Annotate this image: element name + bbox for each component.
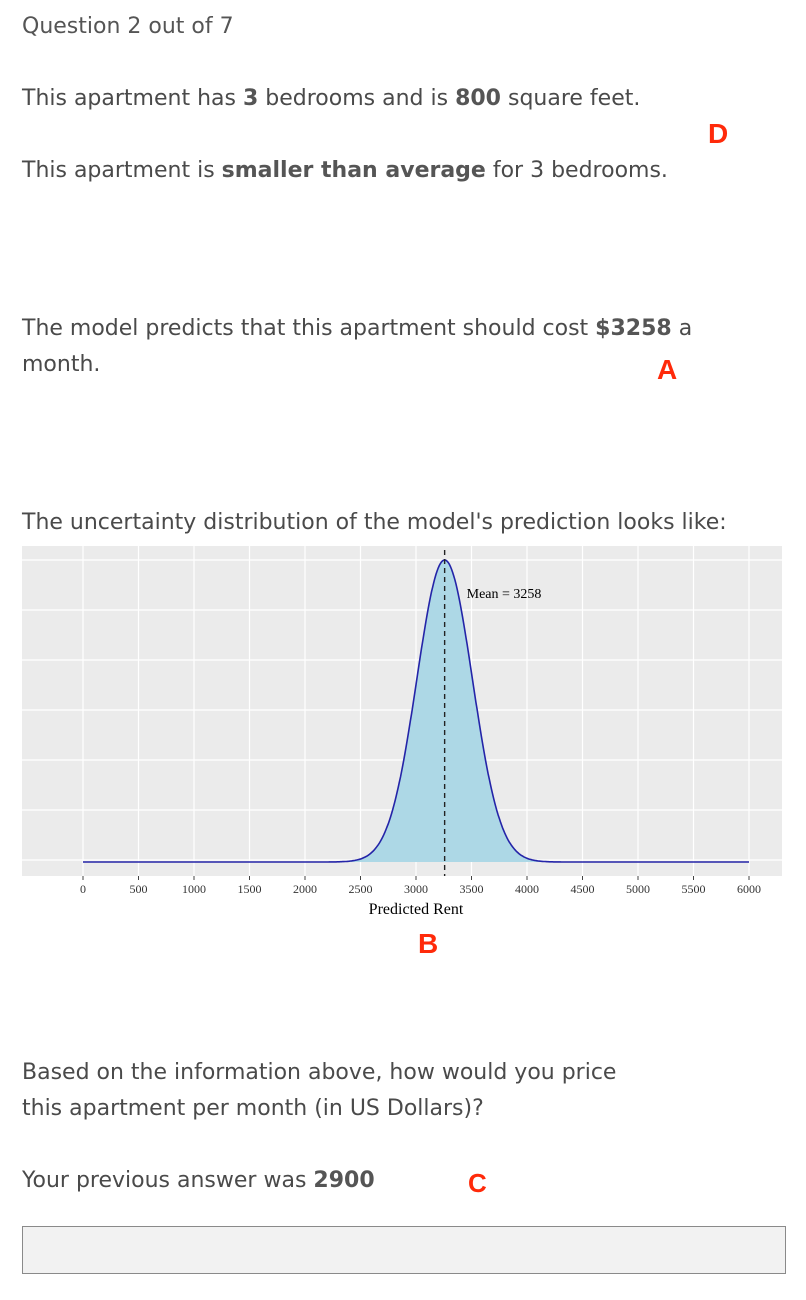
marker-b: B xyxy=(418,928,439,959)
marker-c: C xyxy=(468,1168,487,1198)
question-counter: Question 2 out of 7 xyxy=(22,14,234,39)
x-tick-label: 1000 xyxy=(182,882,206,896)
x-tick-label: 5000 xyxy=(626,882,650,896)
x-tick-label: 3500 xyxy=(460,882,484,896)
density-plot: Mean = 3258 0 500 1000 1500 2000 2500 3000 3500… xyxy=(22,546,782,918)
x-tick-label: 5500 xyxy=(682,882,706,896)
x-tick-label: 4500 xyxy=(571,882,595,896)
sqft-value: 800 xyxy=(455,86,501,111)
x-tick-label: 0 xyxy=(80,882,86,896)
x-tick-label: 1500 xyxy=(238,882,262,896)
x-tick-label: 4000 xyxy=(515,882,539,896)
apartment-description: This apartment has 3 bedrooms and is 800… xyxy=(22,86,641,111)
previous-answer-value: 2900 xyxy=(313,1168,375,1193)
x-axis-label: Predicted Rent xyxy=(369,901,464,918)
marker-a: A xyxy=(657,354,678,385)
x-tick-label: 6000 xyxy=(737,882,761,896)
x-tick-label: 500 xyxy=(130,882,148,896)
mean-label: Mean = 3258 xyxy=(467,587,542,602)
prompt-line-1: Based on the information above, how woul… xyxy=(22,1060,617,1085)
marker-d: D xyxy=(708,118,729,149)
answer-field[interactable] xyxy=(22,1226,786,1274)
density-curve xyxy=(83,559,749,863)
bedrooms-value: 3 xyxy=(242,86,259,111)
uncertainty-intro: The uncertainty distribution of the mode… xyxy=(22,510,727,535)
size-compare-value: smaller than average xyxy=(221,158,486,183)
previous-answer: Your previous answer was 2900 xyxy=(22,1168,375,1193)
x-tick-label: 3000 xyxy=(404,882,428,896)
answer-input[interactable] xyxy=(23,1227,785,1273)
uncertainty-chart: Mean = 3258 0 500 1000 1500 2000 2500 3000 3500… xyxy=(22,546,782,926)
x-tick-label: 2500 xyxy=(349,882,373,896)
prediction-value: $3258 xyxy=(595,316,672,341)
x-tick-label: 2000 xyxy=(293,882,317,896)
density-area xyxy=(83,560,749,862)
prompt-line-2: this apartment per month (in US Dollars)… xyxy=(22,1096,484,1121)
prediction-text: The model predicts that this apartment s… xyxy=(22,316,693,341)
size-comparison: This apartment is smaller than average f… xyxy=(22,158,668,183)
prediction-text-cont: month. xyxy=(22,352,101,377)
